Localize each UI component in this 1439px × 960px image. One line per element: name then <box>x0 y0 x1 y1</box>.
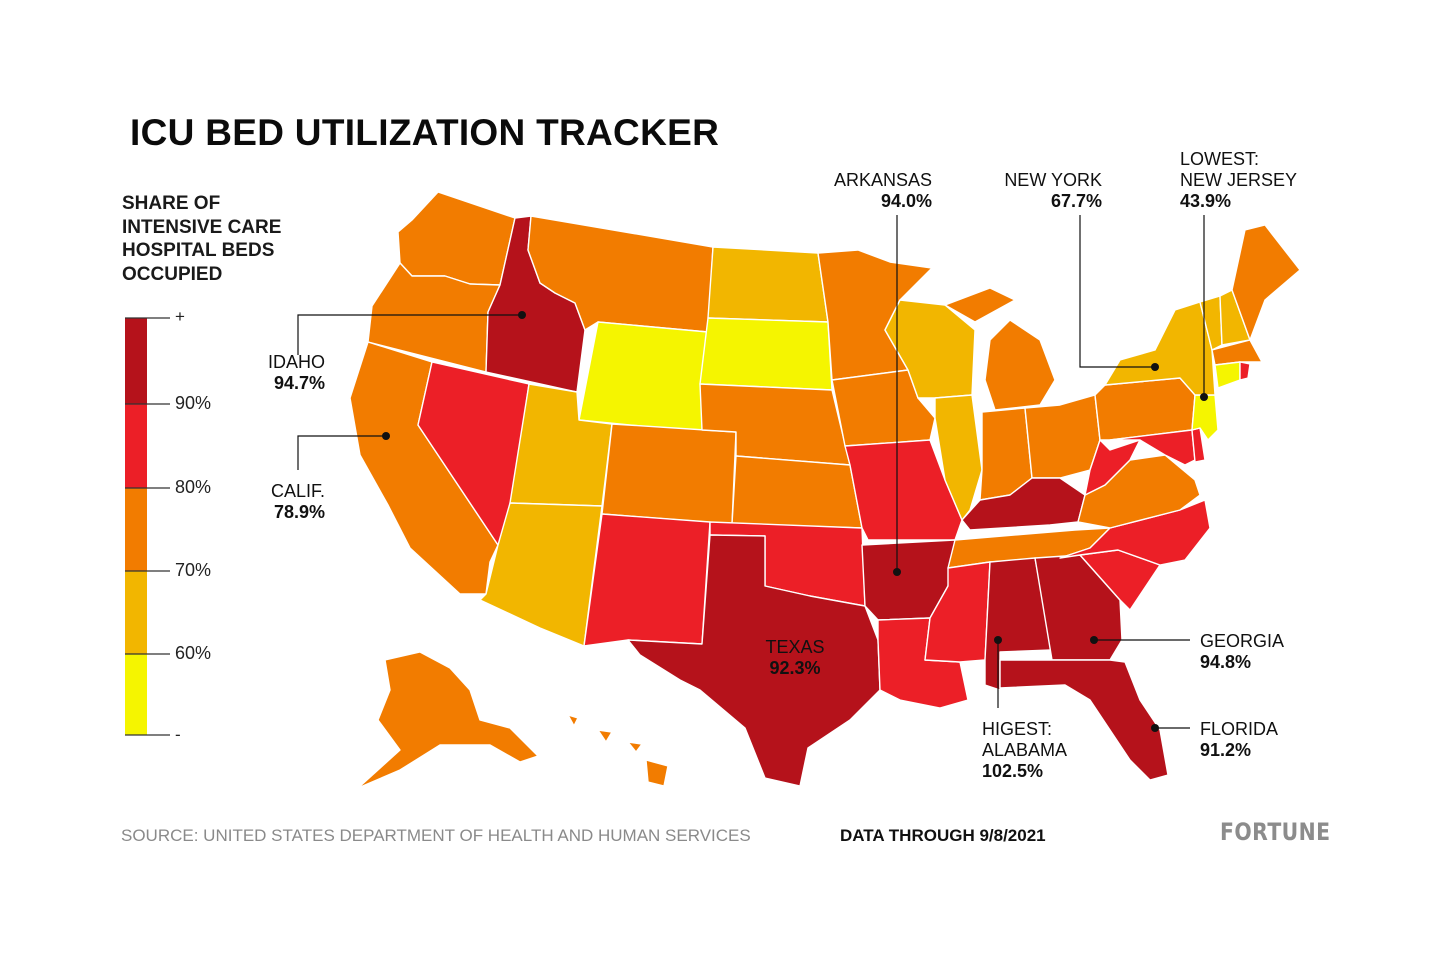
state-pa <box>1094 377 1196 441</box>
state-ri <box>1239 361 1251 381</box>
state-ks <box>731 455 863 529</box>
state-oh <box>1024 394 1101 479</box>
legend-bin-60-70 <box>125 571 147 654</box>
state-tx <box>627 534 881 787</box>
callout-name: ALABAMA <box>982 740 1068 760</box>
legend-title-line: SHARE OF <box>122 193 221 214</box>
legend-bin-below-60 <box>125 654 147 735</box>
callout-value: 43.9% <box>1180 191 1232 211</box>
callout-texas: TEXAS 92.3% <box>750 637 840 679</box>
state-nm <box>583 513 711 647</box>
callout-name: IDAHO <box>267 352 325 372</box>
legend-title-line: INTENSIVE CARE <box>122 216 282 238</box>
callout-name: HIGEST: <box>982 719 1053 739</box>
callout-calif: CALIF. 78.9% <box>230 481 325 523</box>
legend-bin-80-90 <box>125 404 147 488</box>
legend-bar: + 90% 80% 70% 60% - <box>125 307 211 744</box>
state-ma <box>1211 339 1263 366</box>
callout-alabama: HIGEST: ALABAMA 102.5% <box>982 719 1102 782</box>
callout-name: GEORGIA <box>1200 631 1285 651</box>
state-ak <box>357 651 539 789</box>
state-nd <box>707 246 829 323</box>
legend-title: SHARE OF INTENSIVE CARE HOSPITAL BEDS OC… <box>122 192 342 286</box>
state-mi <box>944 287 1056 411</box>
legend-title-line: OCCUPIED <box>122 263 223 285</box>
state-ct <box>1214 361 1241 389</box>
callout-florida: FLORIDA 91.2% <box>1200 719 1320 761</box>
state-ky <box>961 477 1086 531</box>
callout-name: NEW JERSEY <box>1180 170 1298 190</box>
state-az <box>479 502 603 647</box>
callout-value: 78.9% <box>273 502 325 522</box>
legend-tick-60: 60% <box>175 643 211 663</box>
state-co <box>601 423 737 525</box>
callout-name: TEXAS <box>765 637 825 657</box>
fortune-logo: FORTUNE <box>1220 818 1331 846</box>
callout-new-york: NEW YORK 67.7% <box>980 170 1102 212</box>
legend-title-line: HOSPITAL BEDS <box>122 240 275 261</box>
page-title: ICU BED UTILIZATION TRACKER <box>130 112 720 153</box>
state-wv <box>1084 439 1141 496</box>
legend-tick-70: 70% <box>175 560 211 580</box>
callout-value: 91.2% <box>1200 740 1252 760</box>
state-fl <box>999 659 1169 781</box>
state-wa <box>397 191 516 286</box>
legend-bin-70-80 <box>125 488 147 571</box>
legend-tick-80: 80% <box>175 477 211 497</box>
state-sd <box>699 317 833 391</box>
state-hi <box>567 714 669 787</box>
callout-name: NEW YORK <box>1004 170 1102 190</box>
callout-value: 67.7% <box>1050 191 1102 211</box>
legend-top-label: + <box>175 307 185 326</box>
callout-value: 94.0% <box>880 191 932 211</box>
callout-value: 94.8% <box>1200 652 1252 672</box>
callout-name: LOWEST: <box>1180 149 1260 169</box>
legend-bin-90plus <box>125 318 147 404</box>
callout-value: 102.5% <box>982 761 1044 781</box>
callout-new-jersey: LOWEST: NEW JERSEY 43.9% <box>1180 149 1320 212</box>
legend-tick-90: 90% <box>175 393 211 413</box>
data-through-note: DATA THROUGH 9/8/2021 <box>840 826 1046 845</box>
callout-value: 94.7% <box>273 373 325 393</box>
state-wy <box>578 321 709 433</box>
legend-bottom-label: - <box>175 725 181 744</box>
callout-name: CALIF. <box>270 481 325 501</box>
callout-name: ARKANSAS <box>833 170 932 190</box>
callout-dots <box>382 311 1208 732</box>
callout-idaho: IDAHO 94.7% <box>230 352 325 394</box>
source-note: SOURCE: UNITED STATES DEPARTMENT OF HEAL… <box>121 826 751 845</box>
callout-arkansas: ARKANSAS 94.0% <box>800 170 932 212</box>
callout-georgia: GEORGIA 94.8% <box>1200 631 1320 673</box>
callout-leaders <box>297 215 1205 729</box>
callout-value: 92.3% <box>769 658 821 678</box>
callout-name: FLORIDA <box>1200 719 1279 739</box>
